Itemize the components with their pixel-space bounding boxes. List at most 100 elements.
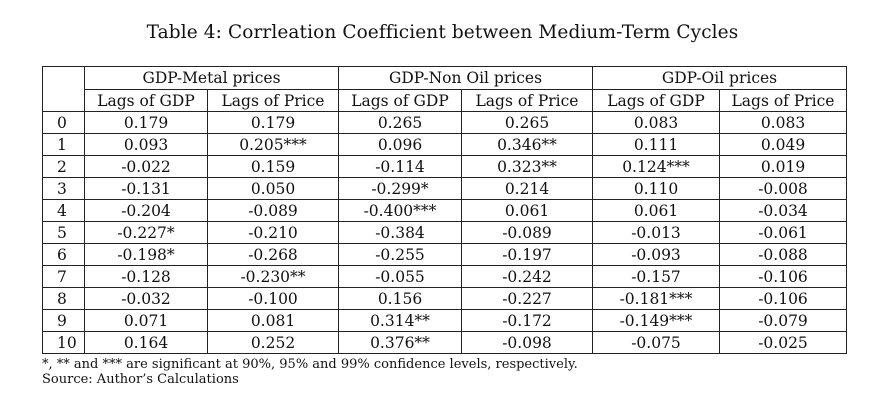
value-cell: 0.050 [207,177,339,200]
value-cell: 0.071 [84,309,208,332]
value-cell: -0.384 [338,221,462,244]
value-cell: 0.314** [338,309,462,332]
correlation-table: GDP-Metal prices GDP-Non Oil prices GDP-… [42,66,847,354]
value-cell: 0.049 [719,133,847,156]
value-cell: -0.204 [84,199,208,222]
value-cell: -0.089 [207,199,339,222]
table-row: 1 0.093 0.205*** 0.096 0.346** 0.111 0.049 [42,133,847,156]
subheader-cell: Lags of GDP [84,89,208,112]
subheader-cell: Lags of Price [207,89,339,112]
value-cell: 0.061 [461,199,593,222]
lag-cell: 10 [42,331,85,354]
subheader-cell: Lags of Price [719,89,847,112]
value-cell: -0.034 [719,199,847,222]
group-header-oil: GDP-Oil prices [592,66,847,90]
value-cell: 0.096 [338,133,462,156]
corner-cell [42,66,85,112]
lag-cell: 7 [42,265,85,288]
value-cell: -0.089 [461,221,593,244]
subheader-row: Lags of GDP Lags of Price Lags of GDP La… [43,89,847,112]
value-cell: 0.093 [84,133,208,156]
value-cell: -0.172 [461,309,593,332]
table-notes: *, ** and *** are significant at 90%, 95… [42,357,578,387]
lag-cell: 2 [42,155,85,178]
value-cell: 0.083 [719,111,847,134]
value-cell: 0.205*** [207,133,339,156]
value-cell: 0.179 [84,111,208,134]
value-cell: -0.075 [592,331,720,354]
value-cell: -0.227 [461,287,593,310]
value-cell: -0.255 [338,243,462,266]
table-row: 5 -0.227* -0.210 -0.384 -0.089 -0.013 -0.061 [42,221,847,244]
table-row: 8 -0.032 -0.100 0.156 -0.227 -0.181*** -0.106 [42,287,847,310]
value-cell: -0.197 [461,243,593,266]
table-caption: Table 4: Corrleation Coefficient between… [146,22,739,43]
lag-cell: 6 [42,243,85,266]
value-cell: -0.128 [84,265,208,288]
table-row: 2 -0.022 0.159 -0.114 0.323** 0.124*** 0.019 [42,155,847,178]
value-cell: -0.210 [207,221,339,244]
value-cell: 0.159 [207,155,339,178]
value-cell: -0.061 [719,221,847,244]
group-header-metal: GDP-Metal prices [84,66,339,90]
lag-cell: 4 [42,199,85,222]
lag-cell: 8 [42,287,85,310]
value-cell: 0.019 [719,155,847,178]
value-cell: 0.111 [592,133,720,156]
subheader-cell: Lags of GDP [338,89,462,112]
value-cell: 0.124*** [592,155,720,178]
value-cell: -0.299* [338,177,462,200]
value-cell: 0.083 [592,111,720,134]
value-cell: -0.227* [84,221,208,244]
lag-cell: 9 [42,309,85,332]
subheader-cell: Lags of GDP [592,89,720,112]
value-cell: -0.106 [719,265,847,288]
value-cell: -0.100 [207,287,339,310]
table-row: 9 0.071 0.081 0.314** -0.172 -0.149*** -0.079 [42,309,847,332]
value-cell: -0.242 [461,265,593,288]
value-cell: -0.008 [719,177,847,200]
value-cell: 0.376** [338,331,462,354]
value-cell: -0.114 [338,155,462,178]
lag-cell: 3 [42,177,85,200]
subheader-cell: Lags of Price [461,89,593,112]
table-row: 3 -0.131 0.050 -0.299* 0.214 0.110 -0.008 [42,177,847,200]
value-cell: -0.079 [719,309,847,332]
value-cell: 0.252 [207,331,339,354]
value-cell: -0.025 [719,331,847,354]
value-cell: -0.093 [592,243,720,266]
value-cell: 0.110 [592,177,720,200]
value-cell: -0.106 [719,287,847,310]
lag-cell: 5 [42,221,85,244]
value-cell: -0.230** [207,265,339,288]
value-cell: 0.323** [461,155,593,178]
value-cell: -0.032 [84,287,208,310]
group-header-non-oil: GDP-Non Oil prices [338,66,593,90]
significance-note: *, ** and *** are significant at 90%, 95… [42,357,578,372]
value-cell: 0.265 [338,111,462,134]
group-header-row: GDP-Metal prices GDP-Non Oil prices GDP-… [42,66,847,112]
value-cell: 0.061 [592,199,720,222]
table-row: 6 -0.198* -0.268 -0.255 -0.197 -0.093 -0.088 [42,243,847,266]
source-note: Source: Author’s Calculations [42,372,239,387]
value-cell: -0.198* [84,243,208,266]
value-cell: -0.268 [207,243,339,266]
table-body: 0 0.179 0.179 0.265 0.265 0.083 0.083 1 0.093 0.2… [42,111,847,354]
value-cell: -0.022 [84,155,208,178]
value-cell: -0.149*** [592,309,720,332]
lag-cell: 0 [42,111,85,134]
lag-cell: 1 [42,133,85,156]
value-cell: 0.214 [461,177,593,200]
value-cell: 0.179 [207,111,339,134]
table-row: 10 0.164 0.252 0.376** -0.098 -0.075 -0.025 [42,331,847,354]
table-row: 0 0.179 0.179 0.265 0.265 0.083 0.083 [42,111,847,134]
value-cell: 0.081 [207,309,339,332]
value-cell: 0.164 [84,331,208,354]
value-cell: -0.181*** [592,287,720,310]
value-cell: 0.265 [461,111,593,134]
value-cell: -0.013 [592,221,720,244]
table-row: 4 -0.204 -0.089 -0.400*** 0.061 0.061 -0.034 [42,199,847,222]
value-cell: -0.400*** [338,199,462,222]
value-cell: -0.088 [719,243,847,266]
value-cell: 0.346** [461,133,593,156]
